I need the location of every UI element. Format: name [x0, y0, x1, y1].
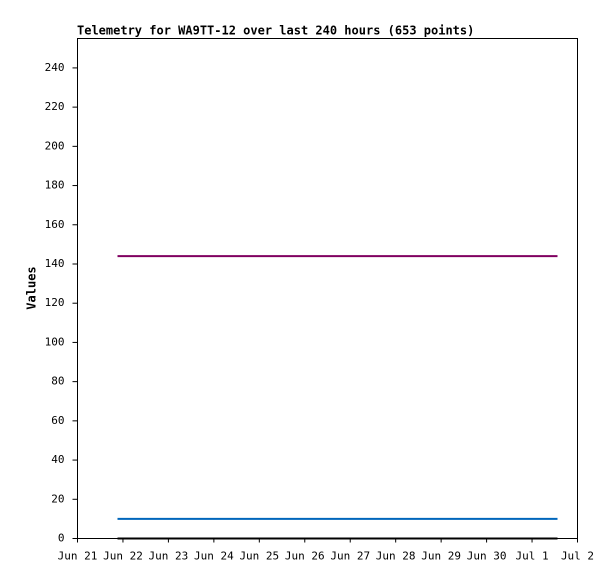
- x-tick-label: Jul 2: [561, 550, 594, 563]
- x-tick-label: Jul 1: [515, 550, 548, 563]
- y-tick-label: 100: [45, 335, 65, 348]
- x-tick-label: Jun 27: [330, 550, 370, 563]
- y-tick-label: 40: [51, 453, 64, 466]
- y-tick-label: 60: [51, 414, 64, 427]
- x-tick-label: Jun 29: [421, 550, 461, 563]
- y-tick-label: 20: [51, 492, 64, 505]
- x-tick-label: Jun 28: [376, 550, 416, 563]
- x-tick-label: Jun 30: [467, 550, 507, 563]
- y-tick-label: 80: [51, 375, 64, 388]
- y-axis-label: Values: [25, 266, 39, 309]
- x-tick-label: Jun 21: [58, 550, 98, 563]
- y-tick-label: 200: [45, 139, 65, 152]
- y-tick-label: 180: [45, 179, 65, 192]
- y-tick-label: 140: [45, 257, 65, 270]
- y-tick-label: 240: [45, 61, 65, 74]
- x-tick-label: Jun 24: [194, 550, 234, 563]
- plot-frame: [77, 38, 578, 539]
- x-tick-label: Jun 26: [285, 550, 325, 563]
- y-tick-label: 220: [45, 100, 65, 113]
- y-tick-label: 0: [58, 532, 65, 545]
- y-tick-label: 160: [45, 218, 65, 231]
- x-tick-label: Jun 22: [103, 550, 143, 563]
- x-tick-label: Jun 23: [149, 550, 189, 563]
- y-tick-label: 120: [45, 296, 65, 309]
- chart-title: Telemetry for WA9TT-12 over last 240 hou…: [77, 24, 474, 38]
- x-tick-label: Jun 25: [239, 550, 279, 563]
